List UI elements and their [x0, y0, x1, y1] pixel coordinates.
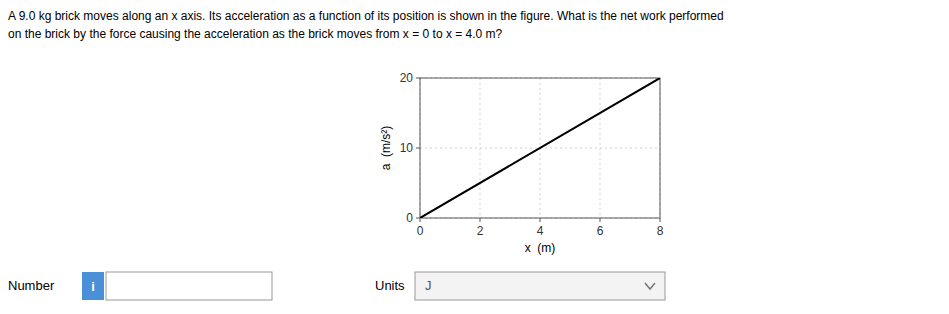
answer-input[interactable] — [106, 272, 272, 300]
chart: A 9.0 kg brick moves along an x axis. It… — [0, 0, 949, 314]
y-axis-label: a (m/s²) — [379, 126, 393, 171]
info-button[interactable] — [82, 272, 104, 300]
plot-data — [420, 78, 660, 218]
tick-y — [416, 148, 420, 149]
tick-x — [600, 218, 601, 222]
tick-label-x: 4 — [537, 224, 544, 238]
tick-x — [420, 218, 421, 222]
title: A 9.0 kg brick moves along an x axis. It… — [8, 9, 724, 23]
tick-x — [540, 218, 541, 222]
units-value: J — [425, 278, 432, 293]
info-icon: i — [91, 279, 95, 294]
x-axis-label: x (m) — [525, 241, 556, 255]
tick-y — [416, 78, 420, 79]
tick-label-y: 10 — [400, 141, 414, 155]
tick-label-y: 20 — [400, 71, 414, 85]
tick-label-x: 6 — [597, 224, 604, 238]
units-label: Units — [375, 278, 405, 293]
dropdown-chevron — [645, 283, 655, 289]
data-line — [420, 78, 660, 218]
tick-label-y: 0 — [406, 211, 413, 225]
tick-label-x: 8 — [657, 224, 664, 238]
tick-x — [480, 218, 481, 222]
tick-y — [416, 218, 420, 219]
number-label: Number — [8, 278, 55, 293]
tick-label-x: 2 — [477, 224, 484, 238]
subtitle: on the brick by the force causing the ac… — [8, 27, 503, 41]
units-dropdown[interactable] — [415, 272, 665, 300]
tick-x — [660, 218, 661, 222]
tick-label-x: 0 — [417, 224, 424, 238]
plot-frame — [420, 78, 660, 218]
